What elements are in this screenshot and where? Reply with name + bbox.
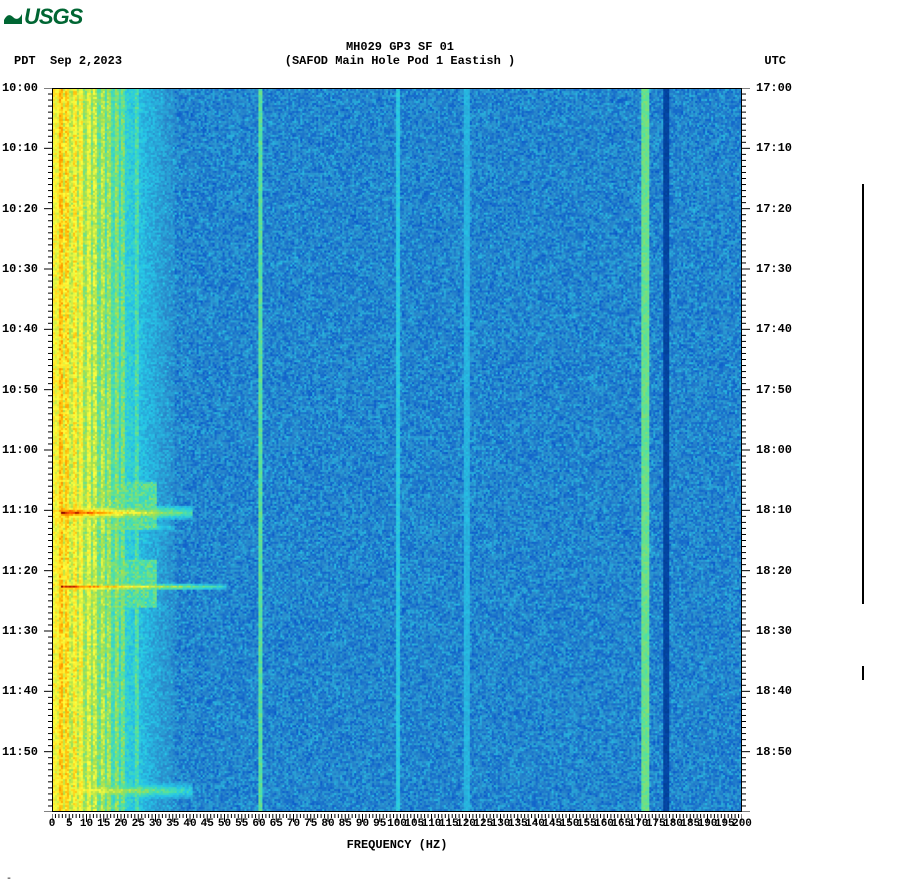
y-tick-right: 17:50 <box>756 383 792 397</box>
x-tick: 70 <box>287 818 300 830</box>
y-tick-left: 11:10 <box>2 503 38 517</box>
x-tick: 45 <box>201 818 214 830</box>
side-marker <box>862 666 864 680</box>
footer-mark: - <box>6 874 12 885</box>
x-tick: 90 <box>356 818 369 830</box>
y-tick-right: 17:10 <box>756 141 792 155</box>
x-tick: 80 <box>321 818 334 830</box>
y-tick-left: 11:00 <box>2 443 38 457</box>
header-row: PDT Sep 2,2023 MH029 GP3 SF 01 (SAFOD Ma… <box>0 40 902 70</box>
spectrogram-plot <box>52 88 742 812</box>
y-tick-left: 10:10 <box>2 141 38 155</box>
y-axis-left: 10:0010:1010:2010:3010:4010:5011:0011:10… <box>0 88 50 812</box>
x-tick: 55 <box>235 818 248 830</box>
y-axis-right: 17:0017:1017:2017:3017:4017:5018:0018:10… <box>744 88 804 812</box>
y-tick-left: 10:40 <box>2 322 38 336</box>
header-title-1: MH029 GP3 SF 01 <box>0 40 800 54</box>
x-tick: 50 <box>218 818 231 830</box>
y-tick-right: 18:00 <box>756 443 792 457</box>
x-tick: 40 <box>183 818 196 830</box>
x-tick: 0 <box>49 818 56 830</box>
x-tick: 65 <box>270 818 283 830</box>
usgs-wave-icon <box>4 10 22 24</box>
y-tick-left: 11:40 <box>2 684 38 698</box>
x-tick: 75 <box>304 818 317 830</box>
usgs-text: USGS <box>24 4 82 30</box>
y-tick-right: 18:10 <box>756 503 792 517</box>
y-tick-right: 17:00 <box>756 81 792 95</box>
side-marker <box>862 184 864 604</box>
header-center: MH029 GP3 SF 01 (SAFOD Main Hole Pod 1 E… <box>0 40 800 68</box>
x-tick: 200 <box>732 818 752 830</box>
y-tick-left: 10:00 <box>2 81 38 95</box>
x-tick: 5 <box>66 818 73 830</box>
x-tick: 85 <box>339 818 352 830</box>
spectrogram-canvas <box>53 89 741 811</box>
header-title-2: (SAFOD Main Hole Pod 1 Eastish ) <box>0 54 800 68</box>
x-tick: 60 <box>252 818 265 830</box>
y-tick-right: 18:20 <box>756 564 792 578</box>
x-axis-title: FREQUENCY (HZ) <box>52 838 742 852</box>
y-tick-right: 17:30 <box>756 262 792 276</box>
header-tz-right: UTC <box>764 54 786 68</box>
x-tick: 15 <box>97 818 110 830</box>
y-tick-right: 17:40 <box>756 322 792 336</box>
y-tick-left: 10:50 <box>2 383 38 397</box>
y-tick-left: 10:30 <box>2 262 38 276</box>
y-tick-left: 11:20 <box>2 564 38 578</box>
x-tick: 35 <box>166 818 179 830</box>
x-tick: 10 <box>80 818 93 830</box>
x-tick: 30 <box>149 818 162 830</box>
x-axis: 0510152025303540455055606570758085909510… <box>52 816 742 836</box>
usgs-logo: USGS <box>4 4 82 30</box>
y-tick-right: 18:40 <box>756 684 792 698</box>
y-tick-left: 10:20 <box>2 202 38 216</box>
y-tick-left: 11:30 <box>2 624 38 638</box>
y-tick-left: 11:50 <box>2 745 38 759</box>
x-tick: 95 <box>373 818 386 830</box>
y-tick-right: 17:20 <box>756 202 792 216</box>
x-tick: 20 <box>114 818 127 830</box>
x-tick: 25 <box>132 818 145 830</box>
y-tick-right: 18:50 <box>756 745 792 759</box>
y-tick-right: 18:30 <box>756 624 792 638</box>
